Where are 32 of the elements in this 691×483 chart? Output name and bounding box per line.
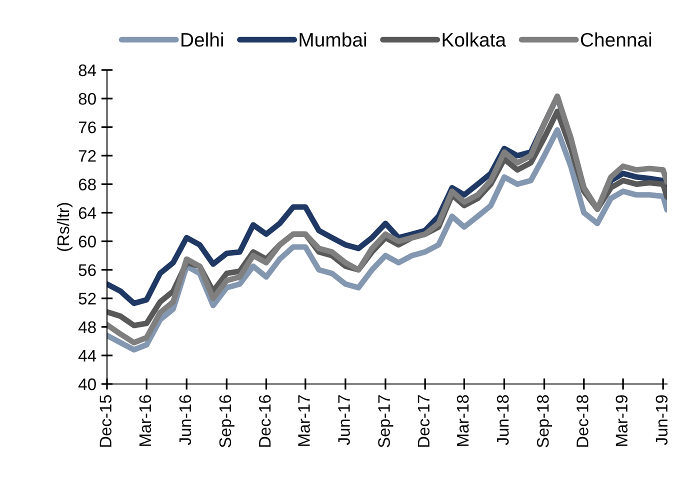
y-tick-label: 40 — [78, 378, 96, 390]
legend-label: Chennai — [580, 32, 652, 47]
x-tick-label: Sep-17 — [378, 395, 394, 448]
x-tick-label: Dec-16 — [258, 395, 271, 447]
y-tick-label: 80 — [78, 92, 96, 105]
y-tick-label: 48 — [78, 321, 96, 334]
x-tick-label: Sep-16 — [219, 395, 234, 448]
y-tick-label: 56 — [78, 264, 96, 276]
y-tick-label: 52 — [78, 292, 96, 305]
y-tick-label: 44 — [78, 350, 96, 362]
x-tick-label: Jun-18 — [496, 395, 509, 446]
x-tick-label: Mar-16 — [139, 395, 152, 446]
x-tick-label: Jun-16 — [179, 395, 192, 446]
legend-label: Kolkata — [442, 32, 506, 47]
x-tick-label: Dec-18 — [576, 395, 588, 447]
y-axis-title: (Rs/ltr) — [56, 203, 72, 251]
x-tick-label: Mar-18 — [456, 395, 469, 446]
x-tick-label: Jun-17 — [338, 395, 350, 446]
y-tick-label: 72 — [78, 150, 96, 162]
legend-label: Mumbai — [300, 32, 366, 47]
y-tick-label: 84 — [78, 64, 96, 76]
x-tick-label: Dec-17 — [418, 395, 430, 447]
x-tick-label: Mar-17 — [298, 395, 310, 446]
x-tick-label: Jun-19 — [656, 395, 668, 446]
y-tick-label: 60 — [78, 236, 96, 248]
legend-label: Delhi — [182, 32, 223, 47]
x-tick-label: Sep-18 — [536, 395, 552, 448]
x-tick-label: Mar-19 — [616, 395, 628, 446]
y-tick-label: 64 — [78, 207, 96, 219]
y-tick-label: 76 — [78, 121, 96, 134]
x-tick-label: Dec-15 — [100, 395, 112, 447]
y-tick-label: 68 — [78, 178, 96, 190]
